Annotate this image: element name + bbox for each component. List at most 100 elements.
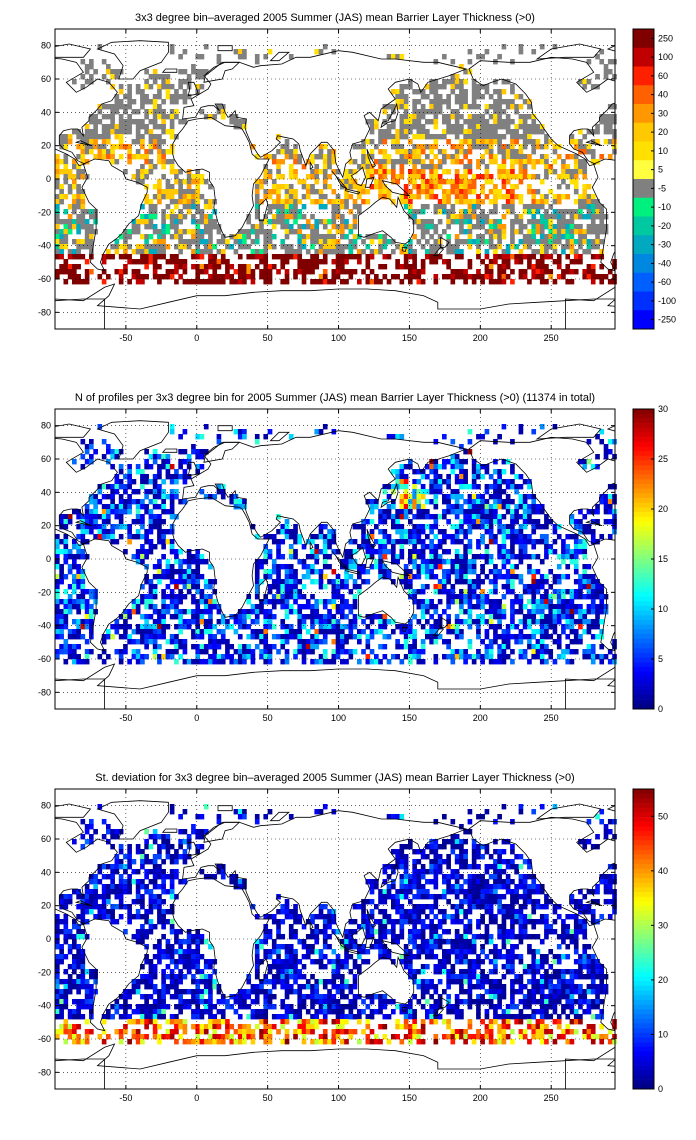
data-bin — [510, 84, 515, 90]
data-bin — [463, 229, 468, 235]
data-bin — [276, 584, 281, 590]
data-bin — [331, 189, 337, 195]
data-bin — [305, 174, 311, 180]
colorbar-label: -5 — [658, 183, 666, 193]
data-bin — [429, 559, 434, 565]
data-bin — [55, 584, 60, 590]
data-bin — [72, 574, 77, 580]
data-bin — [399, 199, 405, 205]
data-bin — [331, 569, 337, 575]
data-bin — [531, 519, 537, 525]
data-bin — [165, 569, 171, 575]
data-bin — [548, 244, 554, 250]
data-bin — [476, 499, 481, 505]
data-bin — [348, 539, 354, 545]
data-bin — [595, 224, 600, 230]
data-bin — [322, 44, 328, 50]
data-bin — [344, 254, 349, 260]
data-bin — [216, 279, 222, 285]
data-bin — [378, 189, 383, 195]
data-bin — [174, 474, 179, 480]
data-bin — [259, 274, 264, 280]
data-bin — [484, 104, 490, 110]
data-bin — [284, 259, 290, 265]
data-bin — [63, 194, 69, 200]
data-bin — [250, 629, 256, 635]
data-bin — [72, 184, 77, 190]
data-bin — [144, 254, 149, 260]
data-bin — [106, 534, 111, 540]
data-bin — [59, 634, 64, 640]
data-bin — [110, 159, 115, 165]
data-bin — [467, 499, 473, 505]
data-bin — [395, 179, 400, 185]
data-bin — [433, 229, 439, 235]
data-bin — [365, 634, 371, 640]
data-bin — [522, 169, 528, 175]
data-bin — [97, 499, 103, 505]
data-bin — [590, 219, 596, 225]
data-bin — [178, 619, 183, 625]
data-bin — [582, 184, 588, 190]
data-bin — [586, 604, 592, 610]
data-bin — [467, 49, 473, 55]
data-bin — [199, 179, 205, 185]
coastline — [683, 117, 696, 237]
data-bin — [280, 604, 286, 610]
data-bin — [127, 494, 132, 500]
data-bin — [169, 589, 175, 595]
data-bin — [412, 469, 417, 475]
data-bin — [497, 479, 502, 485]
data-bin — [518, 144, 524, 150]
data-bin — [310, 214, 315, 220]
data-bin — [110, 454, 115, 460]
data-bin — [301, 259, 307, 265]
data-bin — [216, 54, 222, 60]
data-bin — [476, 119, 481, 125]
data-bin — [518, 599, 524, 605]
data-bin — [484, 629, 490, 635]
data-bin — [318, 169, 324, 175]
data-bin — [493, 604, 498, 610]
data-bin — [471, 589, 477, 595]
data-bin — [199, 74, 205, 80]
data-bin — [416, 514, 422, 520]
data-bin — [471, 509, 477, 515]
data-bin — [123, 269, 128, 275]
data-bin — [471, 564, 477, 570]
data-bin — [586, 629, 592, 635]
data-bin — [199, 254, 205, 260]
data-bin — [178, 579, 183, 585]
data-bin — [544, 134, 549, 140]
data-bin — [573, 144, 579, 150]
data-bin — [67, 609, 73, 615]
data-bin — [518, 429, 524, 435]
data-bin — [518, 239, 524, 245]
data-bin — [408, 539, 413, 545]
data-bin — [152, 164, 158, 170]
data-bin — [510, 634, 515, 640]
data-bin — [169, 134, 175, 140]
data-bin — [288, 574, 294, 580]
data-bin — [510, 199, 515, 205]
data-bin — [127, 149, 132, 155]
data-bin — [271, 214, 277, 220]
data-bin — [55, 549, 60, 555]
data-bin — [565, 564, 571, 570]
data-bin — [335, 169, 341, 175]
data-bin — [322, 244, 328, 250]
data-bin — [510, 509, 515, 515]
data-bin — [135, 124, 141, 130]
data-bin — [357, 589, 362, 595]
data-bin — [55, 564, 60, 570]
data-bin — [84, 459, 90, 465]
data-bin — [382, 159, 388, 165]
data-bin — [510, 194, 515, 200]
data-bin — [254, 59, 260, 65]
data-bin — [433, 464, 439, 470]
data-bin — [331, 604, 337, 610]
data-bin — [433, 524, 439, 530]
data-bin — [578, 214, 583, 220]
data-bin — [408, 594, 413, 600]
data-bin — [203, 609, 209, 615]
